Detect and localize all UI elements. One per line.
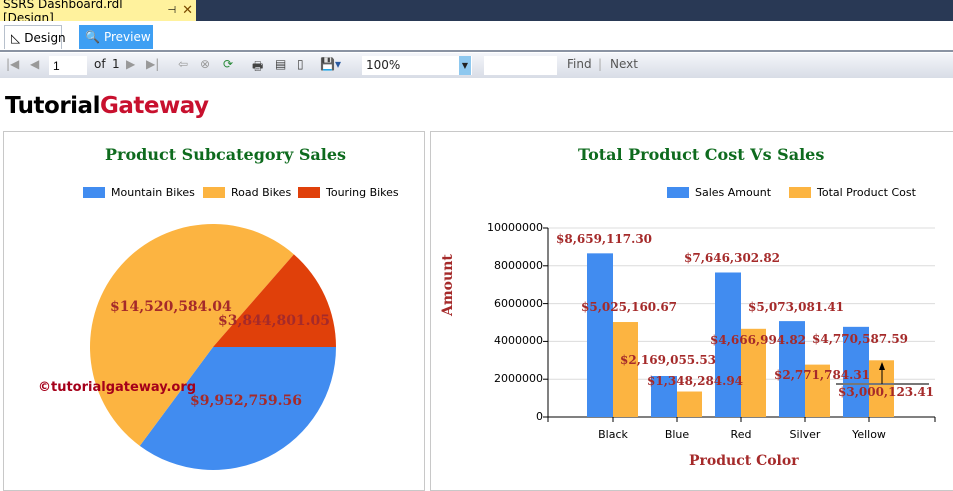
y-axis-title: Amount — [440, 254, 456, 316]
y-tick-label: 6000000 — [494, 296, 543, 310]
export-icon[interactable]: 💾▾ — [320, 57, 341, 71]
preview-icon: 🔍 — [85, 30, 100, 44]
report-toolbar: |◀ ◀ of 1 ▶ ▶| ⇦ ⊗ ⟳ 🖶 ▤ ▯ 💾▾ 100% ▼ Fin… — [0, 53, 953, 78]
chevron-down-icon[interactable]: ▼ — [459, 56, 471, 75]
next-button[interactable]: Next — [610, 57, 638, 71]
view-tabs: ◺ Design 🔍 Preview — [0, 21, 953, 52]
pie-data-label: $14,520,584.04 — [110, 299, 232, 315]
legend-item: Mountain Bikes — [83, 186, 195, 199]
y-tick-label: 0 — [536, 410, 543, 423]
ruler-icon: ◺ — [11, 30, 21, 45]
bar-data-label: $4,666,994.82 — [710, 333, 807, 347]
pie-data-label: $9,952,759.56 — [190, 393, 303, 409]
pie-slice[interactable] — [89, 223, 294, 446]
y-tick-label: 8000000 — [494, 258, 543, 272]
print-layout-icon[interactable]: ▤ — [275, 57, 287, 71]
find-button[interactable]: Find — [567, 57, 592, 71]
bar-data-label: $4,770,587.59 — [812, 332, 909, 346]
first-page-icon[interactable]: |◀ — [6, 57, 20, 71]
find-input[interactable] — [484, 56, 557, 75]
bar[interactable] — [715, 272, 741, 417]
bar-data-label: $3,000,123.41 — [838, 385, 935, 399]
separator: | — [598, 57, 603, 71]
pie-data-label: $3,844,801.05 — [218, 313, 331, 329]
last-page-icon[interactable]: ▶| — [146, 57, 160, 71]
x-tick-label: Blue — [664, 428, 690, 441]
legend-item: Sales Amount — [667, 186, 771, 199]
total-pages: 1 — [112, 57, 120, 71]
y-tick-label: 2000000 — [494, 372, 543, 386]
pie-slice[interactable] — [139, 347, 336, 470]
bar-data-label: $7,646,302.82 — [684, 251, 781, 265]
bar-data-label: $5,073,081.41 — [748, 300, 845, 314]
x-tick-label: Black — [598, 428, 628, 441]
logo-part1: Tutorial — [5, 93, 100, 119]
legend-label: Total Product Cost — [817, 186, 916, 199]
page-number-input[interactable] — [49, 56, 87, 75]
arrow-head-icon — [879, 362, 885, 370]
bar[interactable] — [613, 322, 638, 417]
x-tick-label: Red — [730, 428, 752, 441]
legend-item: Total Product Cost — [789, 186, 916, 199]
bar[interactable] — [805, 364, 830, 417]
pie-slice[interactable] — [213, 254, 336, 347]
bar[interactable] — [587, 253, 613, 417]
legend-swatch — [203, 187, 225, 198]
y-tick-label: 10000000 — [487, 221, 543, 234]
stop-icon[interactable]: ⊗ — [200, 57, 211, 71]
zoom-select[interactable]: 100% — [362, 56, 472, 75]
bar-data-label: $8,659,117.30 — [556, 232, 653, 246]
legend-label: Touring Bikes — [326, 186, 399, 199]
page-setup-icon[interactable]: ▯ — [297, 57, 304, 71]
bar[interactable] — [677, 391, 702, 417]
legend-swatch — [789, 187, 811, 198]
tab-preview-label: Preview — [103, 30, 151, 44]
tab-preview[interactable]: 🔍 Preview — [79, 25, 153, 49]
legend-label: Road Bikes — [231, 186, 292, 199]
bar-data-label: $2,169,055.53 — [620, 353, 717, 367]
bar-data-label: $1,348,284.94 — [647, 374, 744, 388]
back-icon[interactable]: ⇦ — [178, 57, 189, 71]
next-page-icon[interactable]: ▶ — [126, 57, 136, 71]
bar-data-label: $2,771,784.31 — [774, 368, 871, 382]
zoom-value: 100% — [366, 58, 401, 72]
tab-design-label: Design — [24, 30, 66, 45]
tab-design[interactable]: ◺ Design — [4, 25, 66, 49]
x-tick-label: Yellow — [852, 428, 886, 441]
logo: TutorialGateway — [5, 93, 209, 119]
legend-label: Sales Amount — [695, 186, 772, 199]
bar[interactable] — [741, 328, 766, 417]
bar-chart-title: Total Product Cost Vs Sales — [578, 145, 825, 164]
close-icon[interactable]: ✕ — [182, 3, 193, 18]
logo-part2: Gateway — [99, 93, 209, 119]
pie-chart-title: Product Subcategory Sales — [105, 145, 347, 164]
legend-swatch — [667, 187, 689, 198]
legend-swatch — [83, 187, 105, 198]
x-tick-label: Silver — [789, 428, 821, 441]
x-axis-title: Product Color — [689, 453, 799, 469]
previous-page-icon[interactable]: ◀ — [30, 57, 40, 71]
bar[interactable] — [843, 326, 869, 417]
watermark: ©tutorialgateway.org — [38, 380, 197, 395]
refresh-icon[interactable]: ⟳ — [223, 57, 234, 71]
legend-label: Mountain Bikes — [111, 186, 195, 199]
legend-swatch — [298, 187, 320, 198]
bar[interactable] — [779, 321, 805, 417]
print-icon[interactable]: 🖶 — [252, 59, 264, 73]
of-label: of — [94, 57, 106, 71]
legend-item: Road Bikes — [203, 186, 291, 199]
legend-item: Touring Bikes — [298, 186, 399, 199]
bar-data-label: $5,025,160.67 — [581, 300, 678, 314]
pin-icon[interactable]: ⊣ — [167, 5, 177, 16]
y-tick-label: 4000000 — [494, 334, 543, 348]
bar[interactable] — [651, 376, 677, 417]
